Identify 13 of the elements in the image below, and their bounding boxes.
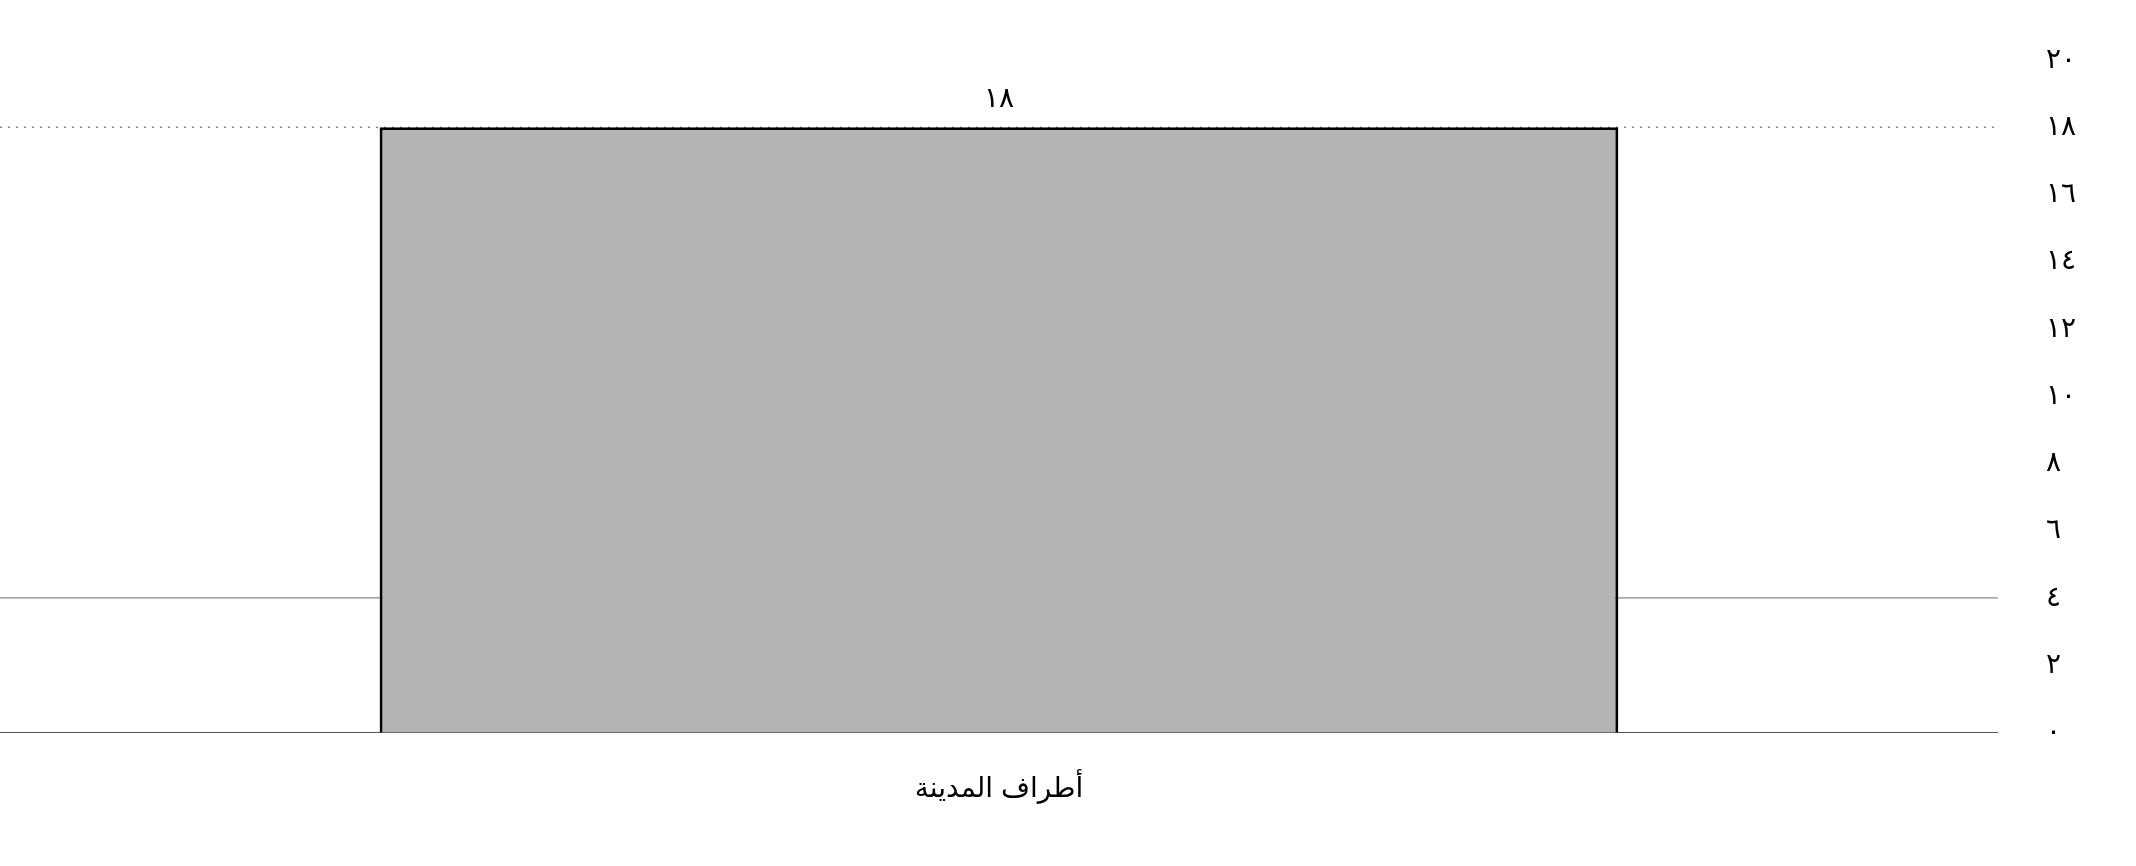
- y-tick-label: ٤: [2045, 580, 2061, 612]
- y-tick-label: ٨: [2045, 446, 2061, 478]
- y-tick-label: ٢٠: [2045, 42, 2076, 74]
- y-tick-label: ١٠: [2045, 378, 2076, 410]
- data-label: ١٨: [983, 81, 1014, 113]
- x-tick-label: أطراف المدينة: [914, 767, 1084, 804]
- y-tick-label: ١٦: [2045, 177, 2076, 209]
- y-tick-label: ١٢: [2045, 311, 2076, 343]
- y-tick-label: ٦: [2045, 513, 2061, 545]
- y-tick-label: ١٤: [2045, 244, 2076, 276]
- y-tick-label: ٠: [2045, 715, 2061, 747]
- y-tick-label: ١٨: [2045, 109, 2076, 141]
- y-tick-label: ٢: [2045, 647, 2061, 679]
